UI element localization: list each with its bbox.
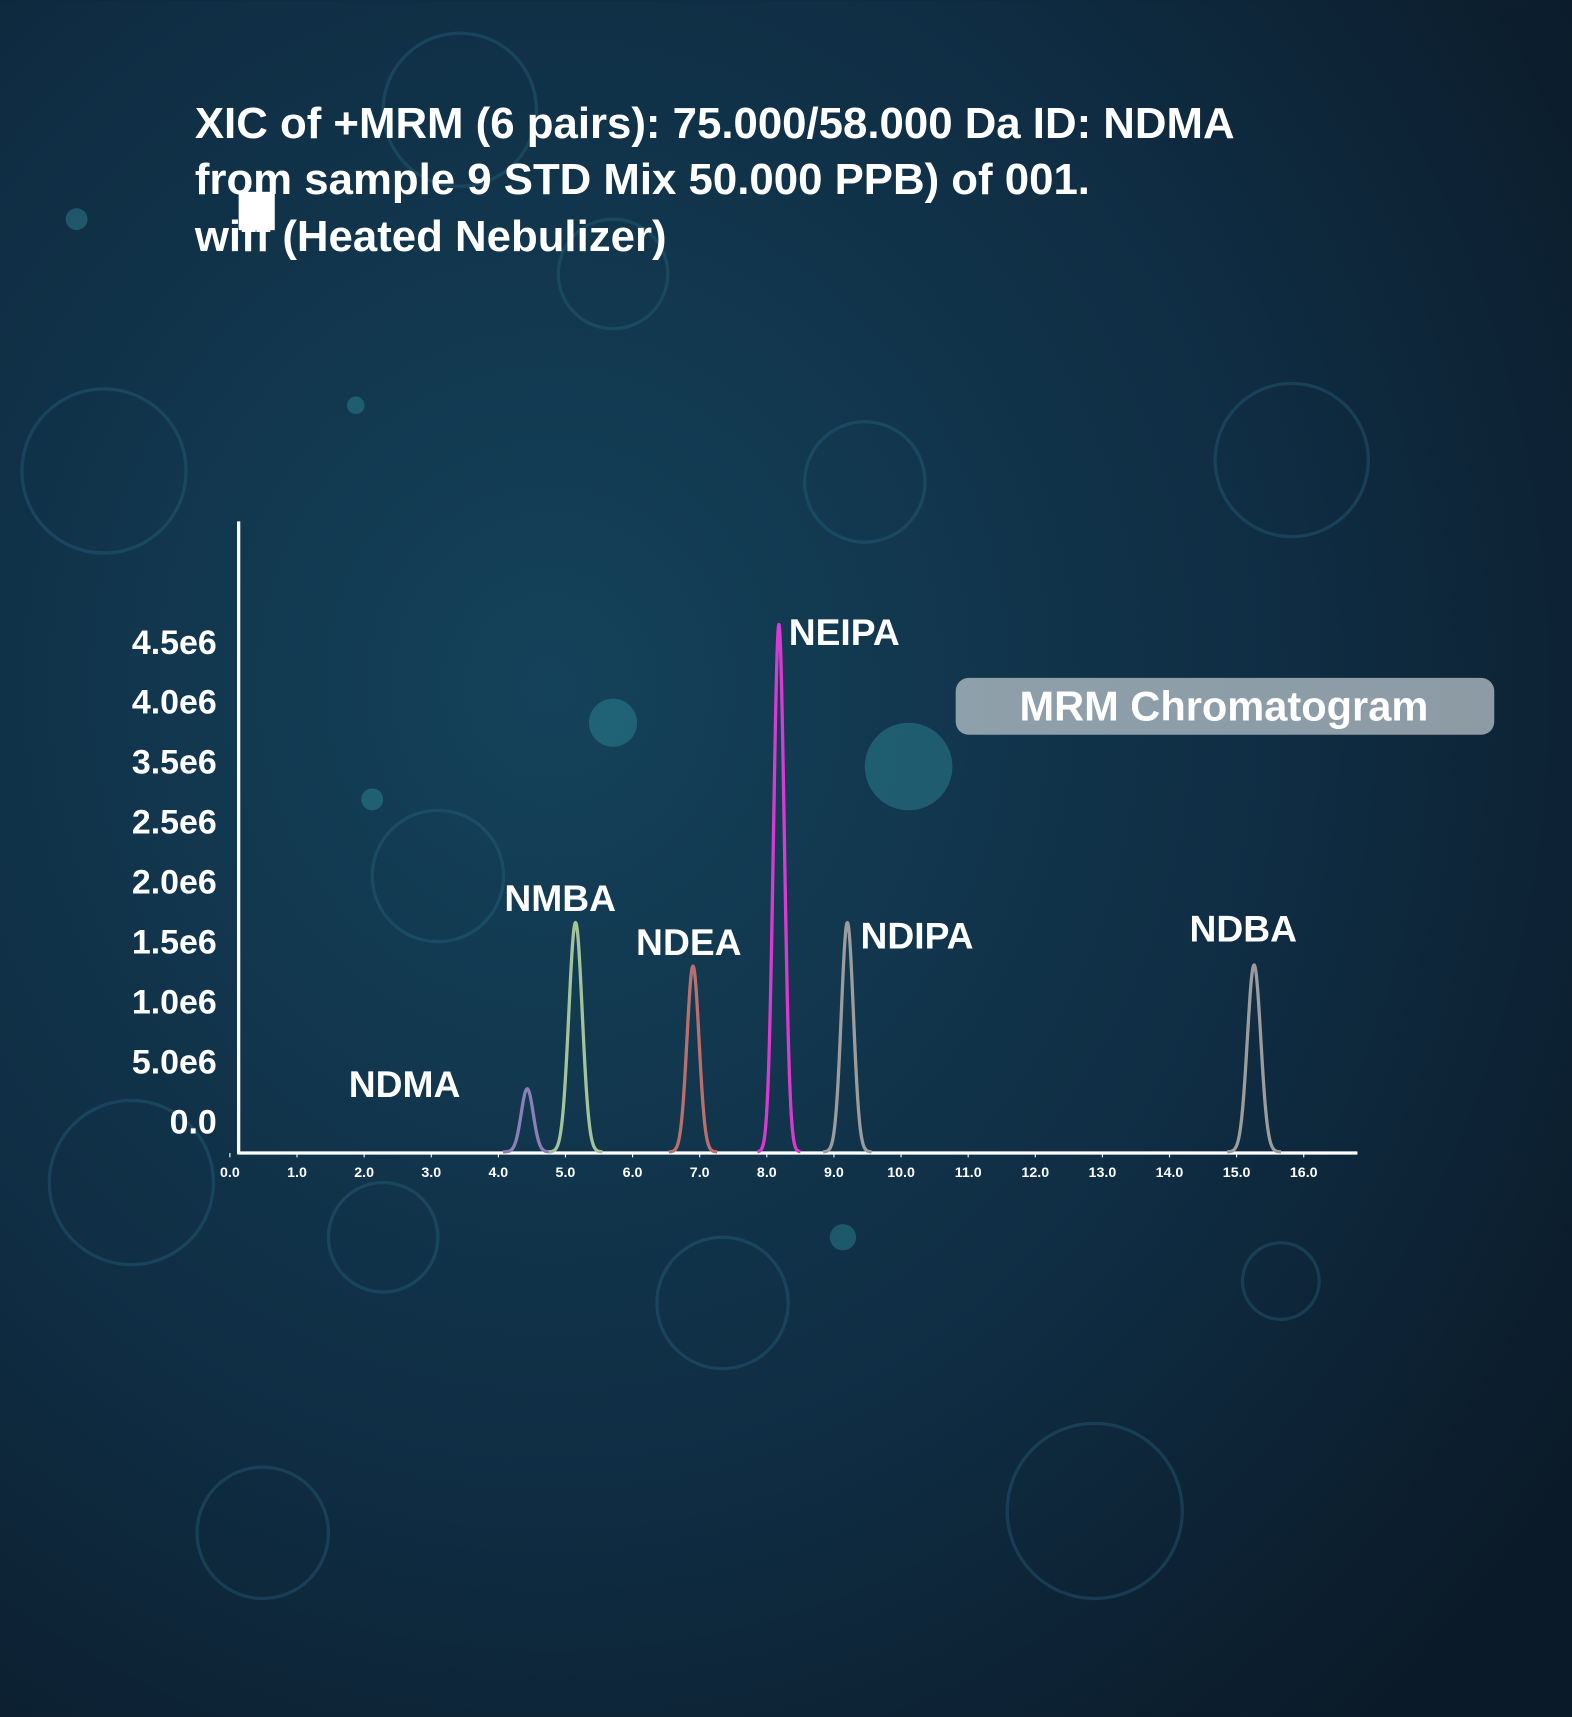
y-axis-label: 2.5e6 bbox=[132, 804, 217, 842]
y-axis-label: 1.5e6 bbox=[132, 923, 217, 961]
x-tick-label: 11.0 bbox=[955, 1165, 982, 1181]
peak-label: NDBA bbox=[1189, 908, 1297, 950]
decor-dots bbox=[65, 208, 953, 1251]
peak-label: NDMA bbox=[349, 1063, 461, 1105]
x-tick-label: 9.0 bbox=[824, 1165, 844, 1181]
x-tick-label: 2.0 bbox=[354, 1165, 374, 1181]
x-tick-label: 0.0 bbox=[220, 1165, 240, 1181]
y-axis-label: 2.0e6 bbox=[132, 864, 217, 902]
peak bbox=[667, 964, 719, 1154]
x-tick-label: 10.0 bbox=[887, 1165, 915, 1181]
peak-label: NDIPA bbox=[860, 914, 973, 956]
peak-label: NMBA bbox=[504, 877, 616, 919]
x-tick-label: 15.0 bbox=[1223, 1165, 1251, 1181]
x-tick-label: 16.0 bbox=[1290, 1165, 1318, 1181]
x-tick-label: 13.0 bbox=[1089, 1165, 1117, 1181]
peak bbox=[501, 1087, 553, 1154]
peak bbox=[821, 920, 873, 1154]
x-tick-label: 8.0 bbox=[757, 1165, 777, 1181]
cursor-box bbox=[238, 191, 275, 231]
y-axis-label: 4.5e6 bbox=[132, 624, 217, 662]
title-line: XIC of +MRM (6 pairs): 75.000/58.000 Da … bbox=[195, 99, 1235, 148]
peak-label: NDEA bbox=[636, 921, 741, 963]
x-tick-label: 5.0 bbox=[556, 1165, 576, 1181]
x-tick-label: 1.0 bbox=[287, 1165, 307, 1181]
x-tick-label: 3.0 bbox=[421, 1165, 441, 1181]
y-axis-label: 4.0e6 bbox=[132, 684, 217, 722]
peak-label: NEIPA bbox=[789, 611, 900, 653]
peak bbox=[756, 622, 802, 1154]
decor-bubbles bbox=[20, 31, 1371, 1601]
x-tick-label: 14.0 bbox=[1156, 1165, 1184, 1181]
y-axis-label: 0.0 bbox=[170, 1103, 217, 1141]
x-tick-label: 4.0 bbox=[488, 1165, 508, 1181]
badge bbox=[955, 677, 1495, 735]
x-tick-label: 6.0 bbox=[623, 1165, 643, 1181]
title-line: from sample 9 STD Mix 50.000 PPB) of 001… bbox=[195, 155, 1090, 204]
peak bbox=[1226, 963, 1283, 1154]
x-tick-label: 7.0 bbox=[690, 1165, 710, 1181]
y-axis-label: 1.0e6 bbox=[132, 983, 217, 1021]
peak bbox=[547, 920, 604, 1154]
badge-text: MRM Chromatogram bbox=[1019, 683, 1428, 730]
x-tick-label: 12.0 bbox=[1021, 1165, 1049, 1181]
y-axis-label: 3.5e6 bbox=[132, 744, 217, 782]
y-axis-label: 5.0e6 bbox=[132, 1043, 217, 1081]
